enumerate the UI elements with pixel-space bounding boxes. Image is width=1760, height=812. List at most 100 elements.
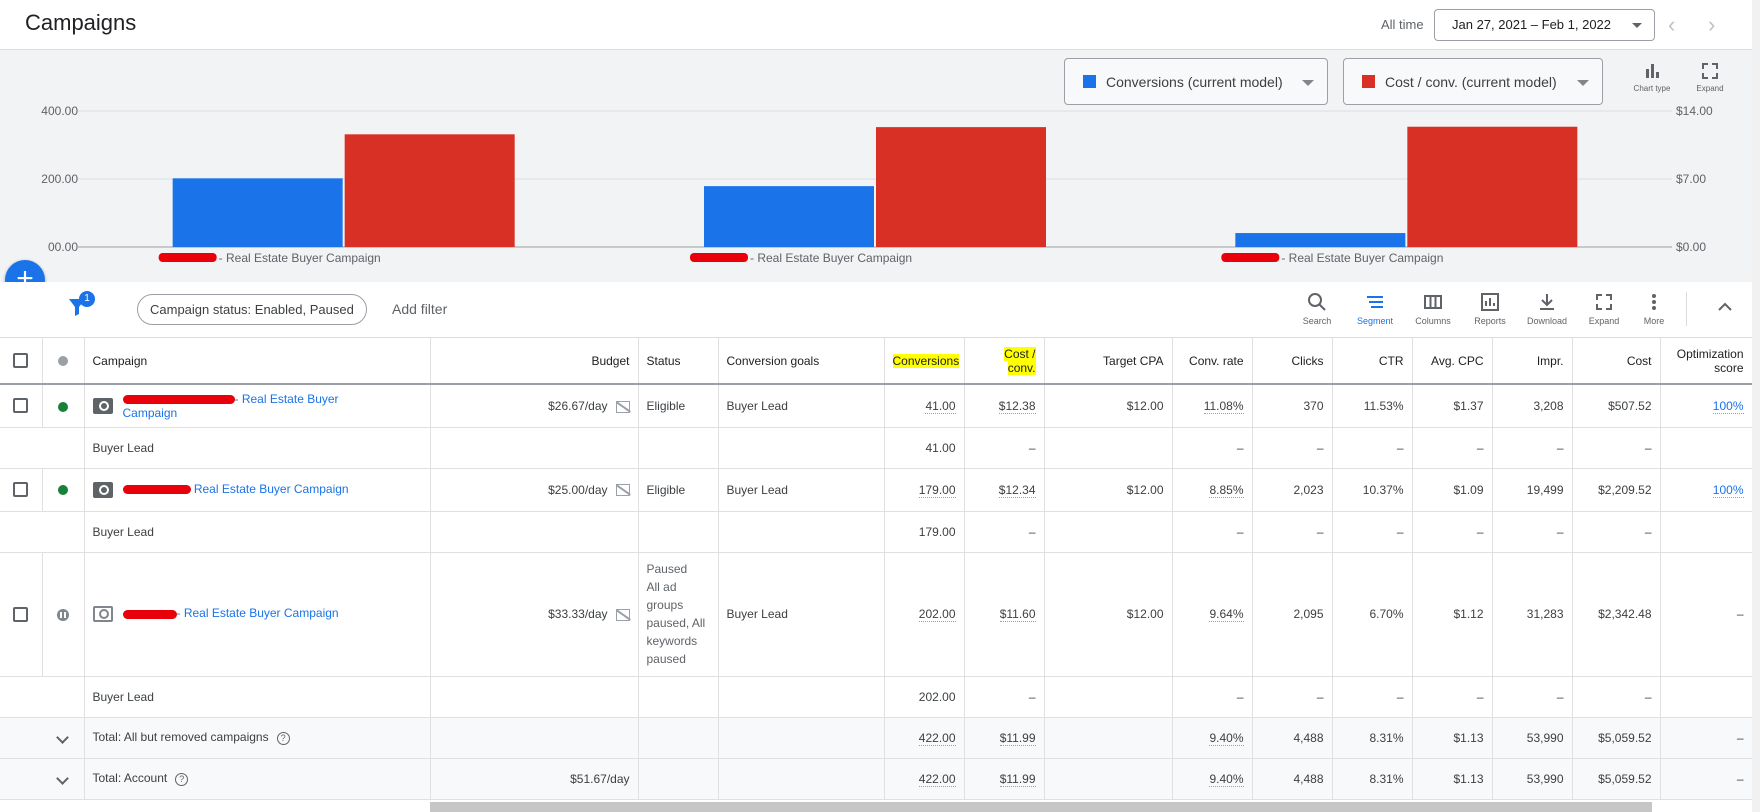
optimization-score-link[interactable]: 100%: [1712, 482, 1744, 498]
budget-value: $33.33/day: [548, 607, 608, 621]
expand-icon: [1596, 294, 1612, 310]
avg-cpc-value: $1.09: [1412, 468, 1493, 512]
row-checkbox[interactable]: [13, 398, 29, 414]
column-header-cost[interactable]: Cost: [1572, 338, 1661, 385]
next-period-icon[interactable]: ›: [1708, 12, 1716, 37]
chart-type-button[interactable]: Chart type: [1630, 62, 1674, 93]
download-button[interactable]: Download: [1521, 292, 1573, 326]
metric-picker-conversions[interactable]: Conversions (current model): [1064, 58, 1328, 105]
status-cell[interactable]: [42, 384, 85, 428]
clicks-value: 4,488: [1252, 758, 1333, 800]
expand-total-cell[interactable]: [42, 717, 85, 759]
filter-count-badge: 1: [79, 291, 95, 307]
row-checkbox[interactable]: [13, 606, 29, 622]
chart-expand-button[interactable]: Expand: [1690, 62, 1730, 93]
campaign-name[interactable]: - Real Estate Buyer Campaign: [122, 391, 339, 420]
avg-cpc-value: –: [1412, 676, 1493, 718]
column-header-avg-cpc[interactable]: Avg. CPC: [1412, 338, 1493, 385]
cost-value: –: [1572, 511, 1661, 553]
status-cell[interactable]: [42, 468, 85, 512]
campaign-name-cell[interactable]: Real Estate Buyer Campaign: [84, 468, 431, 512]
segment-button[interactable]: Segment: [1349, 292, 1401, 326]
total-row-all-but-removed: Total: All but removed campaigns? 422.00…: [0, 717, 1753, 759]
optimization-score-cell[interactable]: 100%: [1660, 384, 1753, 428]
conv-rate-value-text: 8.85%: [1209, 482, 1244, 498]
campaign-name-cell[interactable]: - Real Estate Buyer Campaign: [84, 552, 431, 677]
column-header-target-cpa[interactable]: Target CPA: [1044, 338, 1173, 385]
optimization-score-value: –: [1660, 758, 1753, 800]
column-header-conversion-goals[interactable]: Conversion goals: [718, 338, 885, 385]
campaign-status-filter-chip[interactable]: Campaign status: Enabled, Paused: [137, 294, 367, 325]
metric-picker-cost-per-conv[interactable]: Cost / conv. (current model): [1343, 58, 1603, 105]
more-button[interactable]: More: [1628, 292, 1680, 326]
conv-rate-value: 9.64%: [1172, 552, 1253, 677]
vertical-scrollbar[interactable]: [1752, 0, 1760, 812]
column-header-budget[interactable]: Budget: [430, 338, 639, 385]
row-checkbox[interactable]: [13, 482, 29, 498]
row-checkbox-cell[interactable]: [0, 468, 43, 512]
budget-report-icon[interactable]: [615, 400, 630, 413]
columns-button[interactable]: Columns: [1407, 292, 1459, 326]
campaign-name-cell[interactable]: - Real Estate Buyer Campaign: [84, 384, 431, 428]
column-header-conversions[interactable]: Conversions: [884, 338, 965, 385]
select-all-checkbox-cell[interactable]: [0, 338, 43, 385]
budget-report-icon[interactable]: [615, 484, 630, 497]
avg-cpc-value: $1.13: [1412, 717, 1493, 759]
column-header-impr[interactable]: Impr.: [1492, 338, 1573, 385]
campaign-name-link[interactable]: Real Estate Buyer Campaign: [193, 481, 349, 496]
chevron-down-icon[interactable]: [56, 771, 70, 785]
budget-cell[interactable]: $33.33/day: [430, 552, 639, 677]
budget-report-icon[interactable]: [615, 608, 630, 621]
optimization-score-link[interactable]: 100%: [1712, 398, 1744, 414]
ctr-value: –: [1332, 676, 1413, 718]
paused-status-icon[interactable]: [57, 608, 69, 621]
expand-table-button[interactable]: Expand: [1578, 292, 1630, 326]
empty-cell: [718, 676, 885, 718]
horizontal-scrollbar[interactable]: [430, 802, 1652, 812]
cost-value: –: [1572, 427, 1661, 469]
column-header-clicks[interactable]: Clicks: [1252, 338, 1333, 385]
clicks-value: 2,023: [1252, 468, 1333, 512]
reports-button[interactable]: Reports: [1464, 292, 1516, 326]
add-filter-button[interactable]: Add filter: [392, 301, 448, 317]
conversions-value: 179.00: [884, 468, 965, 512]
conv-rate-value: 8.85%: [1172, 468, 1253, 512]
row-checkbox-cell[interactable]: [0, 552, 43, 677]
column-header-status[interactable]: Status: [638, 338, 719, 385]
conv-rate-value: –: [1172, 427, 1253, 469]
optimization-score-cell[interactable]: 100%: [1660, 468, 1753, 512]
empty-cell: [1660, 427, 1753, 469]
collapse-chevron-up-icon[interactable]: [1716, 298, 1734, 316]
column-header-cost-per-conv[interactable]: Cost / conv.: [964, 338, 1045, 385]
campaign-name-link[interactable]: - Real Estate Buyer: [234, 391, 339, 406]
status-line: Paused: [646, 562, 688, 576]
enabled-status-dot-icon[interactable]: [58, 401, 68, 412]
campaign-name-link[interactable]: - Real Estate Buyer Campaign: [176, 606, 339, 621]
cost-value: $5,059.52: [1572, 758, 1661, 800]
column-header-conv-rate[interactable]: Conv. rate: [1172, 338, 1253, 385]
chevron-down-icon[interactable]: [56, 730, 70, 744]
select-all-checkbox[interactable]: [13, 353, 29, 369]
enabled-status-dot-icon[interactable]: [58, 485, 68, 496]
clicks-value: 370: [1252, 384, 1333, 428]
column-header-ctr[interactable]: CTR: [1332, 338, 1413, 385]
total-label: Total: Account: [92, 771, 168, 786]
budget-cell[interactable]: $25.00/day: [430, 468, 639, 512]
row-checkbox-cell[interactable]: [0, 384, 43, 428]
cost-per-conv-value: $11.99: [964, 717, 1045, 759]
cost-per-conv-value: $12.38: [964, 384, 1045, 428]
column-header-optimization-score[interactable]: Optimization score: [1660, 338, 1753, 385]
help-icon[interactable]: ?: [276, 731, 290, 745]
clicks-value: –: [1252, 511, 1333, 553]
search-button[interactable]: Search: [1291, 292, 1343, 326]
y-axis-left-tick-label: 400.00: [41, 104, 78, 118]
budget-cell[interactable]: $26.67/day: [430, 384, 639, 428]
campaign-name-link-line2[interactable]: Campaign: [122, 405, 178, 420]
previous-period-icon[interactable]: ‹: [1668, 12, 1676, 37]
column-header-campaign[interactable]: Campaign: [84, 338, 431, 385]
help-icon[interactable]: ?: [175, 772, 189, 786]
expand-icon: [1702, 63, 1718, 79]
date-range-picker[interactable]: Jan 27, 2021 – Feb 1, 2022: [1434, 9, 1655, 41]
expand-total-cell[interactable]: [42, 758, 85, 800]
status-cell[interactable]: [42, 552, 85, 677]
